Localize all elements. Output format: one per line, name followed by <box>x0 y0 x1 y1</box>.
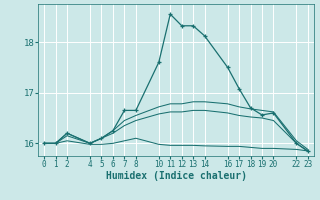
X-axis label: Humidex (Indice chaleur): Humidex (Indice chaleur) <box>106 171 246 181</box>
